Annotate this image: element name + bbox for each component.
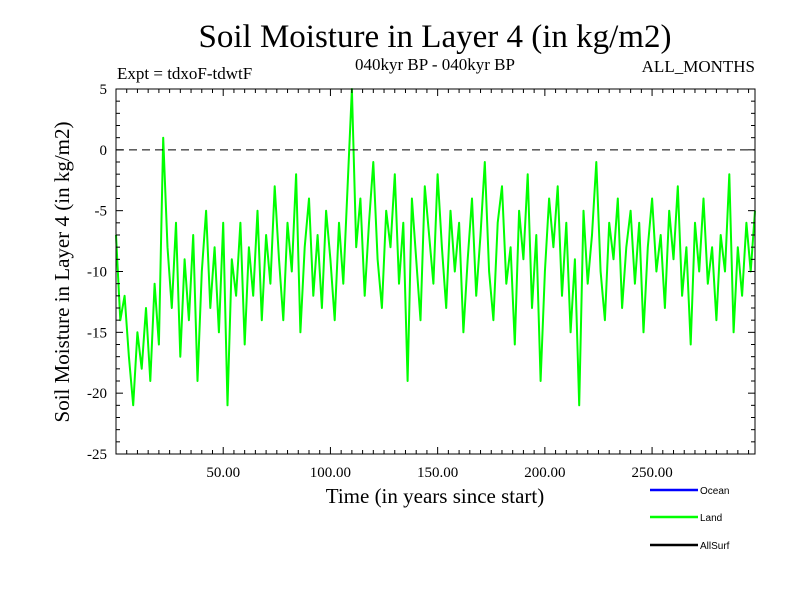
legend-land-label: Land	[700, 513, 722, 524]
series-line-land	[115, 88, 756, 407]
y-tick-label: -15	[87, 325, 107, 341]
x-tick-label: 200.00	[524, 465, 565, 481]
chart-title: Soil Moisture in Layer 4 (in kg/m2)	[199, 19, 672, 55]
y-axis-label: Soil Moisture in Layer 4 (in kg/m2)	[50, 122, 74, 423]
plot-frame	[115, 88, 756, 455]
x-tick-label: 150.00	[417, 465, 458, 481]
x-axis: 50.00 100.00 150.00 200.00 250.00	[206, 465, 672, 481]
y-axis: 5 0 -5 -10 -15 -20 -25	[87, 82, 107, 463]
x-tick-label: 250.00	[631, 465, 672, 481]
y-tick-label: -25	[87, 447, 107, 463]
legend: Ocean Land AllSurf	[650, 486, 730, 552]
experiment-label: Expt = tdxoF-tdwtF	[117, 64, 252, 83]
y-tick-label: 0	[100, 143, 108, 159]
y-tick-label: -5	[95, 204, 108, 220]
plot-area	[115, 88, 756, 455]
x-tick-label: 50.00	[206, 465, 240, 481]
y-tick-label: -10	[87, 265, 107, 281]
legend-ocean-label: Ocean	[700, 486, 729, 497]
y-tick-label: 5	[100, 82, 108, 98]
period-label: 040kyr BP - 040kyr BP	[355, 55, 515, 74]
x-axis-label: Time (in years since start)	[326, 484, 545, 508]
y-tick-label: -20	[87, 386, 107, 402]
x-tick-label: 100.00	[310, 465, 351, 481]
months-label: ALL_MONTHS	[642, 57, 755, 76]
legend-allsurf-label: AllSurf	[700, 541, 730, 552]
